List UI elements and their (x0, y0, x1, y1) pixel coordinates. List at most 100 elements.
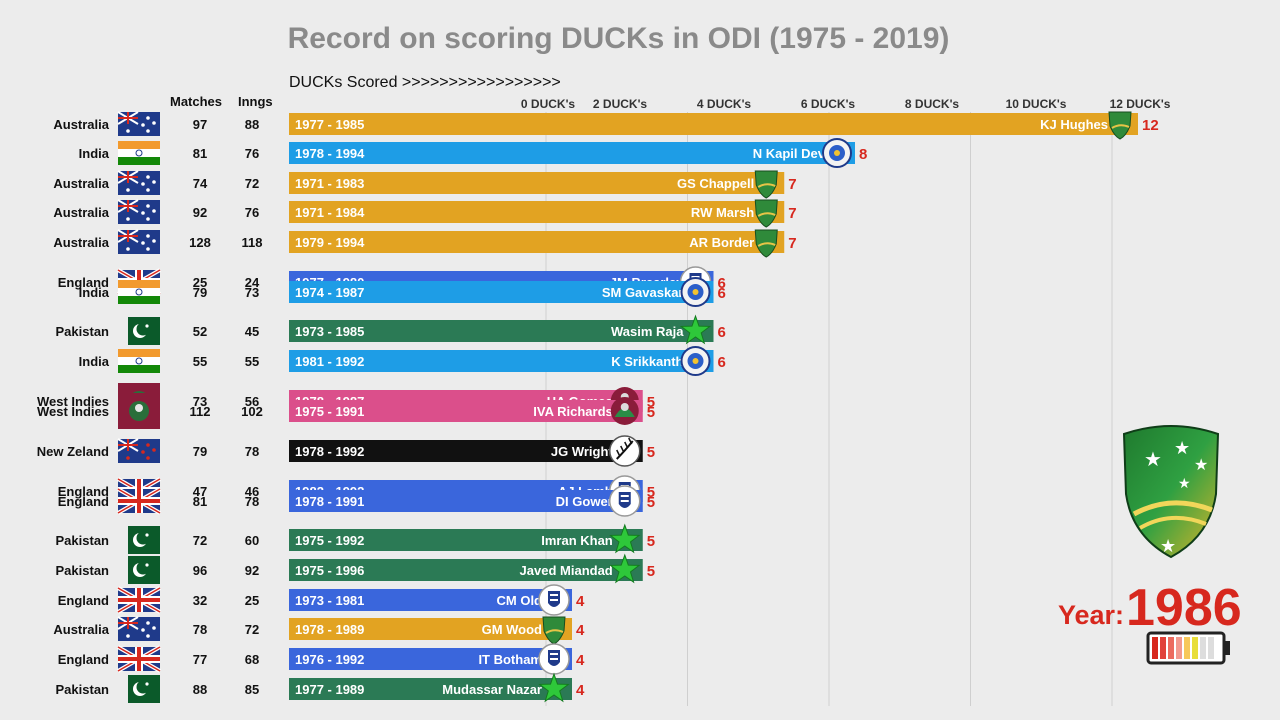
pcb-star-icon (609, 523, 641, 554)
value-label: 6 (718, 324, 726, 341)
flag-part (135, 288, 143, 296)
flag-part (145, 682, 149, 686)
country-label: Pakistan (56, 682, 110, 697)
innings-value: 55 (245, 354, 259, 369)
innings-value: 72 (245, 622, 259, 637)
australia-cap-icon (754, 229, 778, 258)
svg-text:★: ★ (1174, 438, 1190, 459)
value-label: 5 (647, 444, 655, 461)
flag-england-icon (117, 645, 161, 673)
bar-span-label: 1971 - 1983 (295, 176, 364, 191)
flag-part (146, 217, 150, 221)
bar-span-label: 1977 - 1989 (295, 682, 364, 697)
emblem-part (692, 289, 699, 295)
emblem-part (757, 183, 776, 188)
emblem-part (757, 212, 776, 217)
player-name-label: Javed Miandad (520, 563, 613, 578)
value-label: 5 (647, 494, 655, 511)
value-label: 5 (647, 533, 655, 550)
innings-value: 60 (245, 533, 259, 548)
svg-text:★: ★ (1194, 455, 1208, 474)
country-label: India (79, 285, 110, 300)
emblem-part (620, 500, 629, 502)
bar (289, 678, 572, 700)
bar (289, 350, 714, 372)
country-label: England (58, 275, 109, 290)
emblem-part (628, 437, 633, 445)
matches-value: 73 (193, 394, 207, 409)
bar-span-label: 1973 - 1985 (295, 324, 364, 339)
battery-icon (1146, 631, 1230, 665)
country-label: India (79, 354, 110, 369)
matches-value: 74 (193, 176, 208, 191)
innings-value: 45 (245, 324, 259, 339)
bar-span-label: 1978 - 1989 (295, 622, 364, 637)
x-tick-label: 10 DUCK's (1006, 97, 1067, 111)
innings-value: 78 (245, 444, 259, 459)
matches-value: 25 (193, 275, 207, 290)
player-name-label: IT Botham (478, 652, 542, 667)
emblem-part (550, 599, 558, 601)
bar-span-label: 1975 - 1992 (295, 533, 364, 548)
flag-india-icon (118, 349, 160, 373)
flag-part (136, 561, 150, 575)
x-tick-label: 0 DUCK's (521, 97, 576, 111)
matches-value: 81 (193, 146, 207, 161)
flag-part (126, 247, 130, 251)
flag-part (146, 634, 150, 638)
matches-value: 78 (193, 622, 207, 637)
flag-pakistan-icon (128, 317, 160, 345)
flag-part (141, 628, 145, 632)
bar (289, 113, 1138, 135)
country-label: Pakistan (56, 533, 110, 548)
value-label: 4 (576, 652, 585, 669)
bar-span-label: 1978 - 1991 (295, 494, 364, 509)
player-name-label: Imran Khan (541, 533, 613, 548)
innings-value: 118 (242, 235, 263, 250)
flag-part (141, 182, 145, 186)
flag-part (146, 129, 150, 133)
value-label: 6 (718, 354, 726, 371)
flag-part (146, 175, 150, 179)
matches-value: 32 (193, 593, 207, 608)
year-label: Year: (1058, 600, 1125, 630)
innings-value: 56 (245, 394, 259, 409)
emblem-part (620, 403, 629, 411)
country-label: Australia (53, 176, 109, 191)
flag-australia-icon (117, 170, 160, 195)
flag-part (136, 322, 150, 336)
flag-part (126, 217, 130, 221)
flag-part (118, 157, 160, 165)
bar-span-label: 1978 - 1994 (295, 146, 365, 161)
x-tick-label: 12 DUCK's (1110, 97, 1171, 111)
emblem-part (614, 408, 635, 417)
matches-value: 79 (193, 285, 207, 300)
emblem-part (1111, 124, 1130, 129)
innings-value: 72 (245, 176, 259, 191)
ecb-logo-icon (538, 584, 570, 616)
bar (289, 559, 643, 581)
flag-part (152, 209, 156, 213)
bar-span-label: 1974 - 1987 (295, 285, 364, 300)
flag-india-icon (118, 280, 160, 304)
country-label: West Indies (37, 394, 109, 409)
australia-cap-icon: ★ ★ ★ ★ ★ (1122, 425, 1220, 559)
country-label: India (79, 146, 110, 161)
flag-new-zeland-icon (117, 438, 160, 463)
flag-part (141, 450, 145, 454)
flag-part (118, 365, 160, 373)
player-name-label: JG Wright (551, 444, 614, 459)
emblem-part (538, 672, 570, 703)
matches-value: 92 (193, 205, 207, 220)
matches-value: 79 (193, 444, 207, 459)
matches-column-header: Matches (170, 94, 223, 109)
wicb-logo-icon (610, 397, 639, 425)
flag-part (141, 211, 145, 215)
player-name-label: IVA Richards (533, 404, 612, 419)
ecb-logo-icon (609, 485, 641, 517)
emblem-part (834, 150, 840, 156)
emblem-part (545, 629, 564, 634)
flag-part (152, 239, 156, 243)
bar (289, 400, 643, 422)
innings-value: 24 (245, 275, 260, 290)
